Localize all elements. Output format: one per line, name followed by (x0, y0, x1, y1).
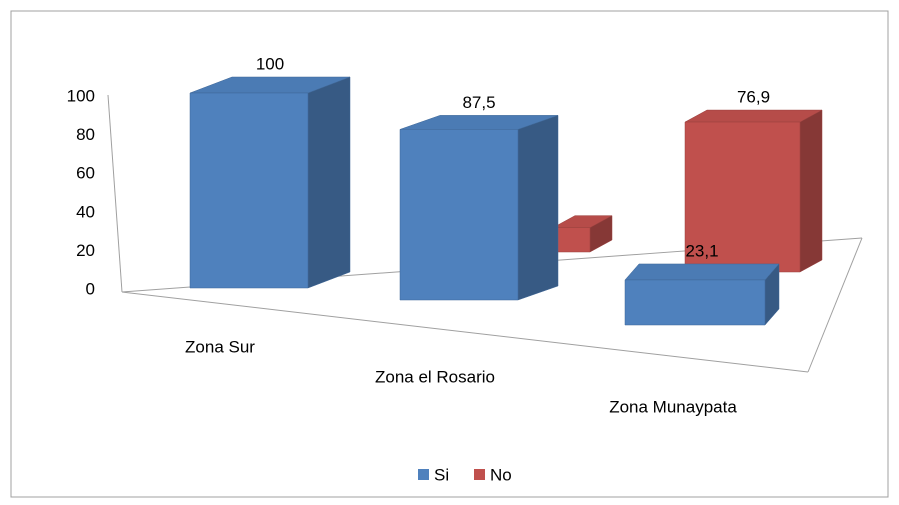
bar (624, 263, 780, 326)
bar (399, 115, 559, 301)
legend-label: No (490, 465, 512, 484)
bar-side (517, 115, 559, 301)
bar-front (189, 92, 309, 289)
x-tick-label: Zona el Rosario (375, 367, 495, 386)
bar (684, 109, 823, 273)
bar-top (684, 109, 823, 123)
legend-label: Si (434, 465, 449, 484)
y-tick-label: 20 (76, 241, 95, 260)
bar-side (307, 76, 351, 289)
data-label: 87,5 (462, 93, 495, 112)
bar-side (799, 109, 823, 273)
y-tick-label: 0 (86, 279, 95, 298)
wall-edge (107, 94, 123, 293)
floor-front-edge (121, 291, 809, 373)
x-tick-label: Zona Sur (185, 337, 255, 356)
bar-front (624, 279, 766, 326)
data-label: 100 (256, 54, 284, 73)
x-tick-label: Zona Munaypata (609, 397, 737, 416)
floor-right-edge (807, 237, 863, 373)
legend-swatch (418, 469, 429, 480)
y-tick-label: 80 (76, 125, 95, 144)
data-label: 23,1 (685, 241, 718, 260)
bar-front (552, 227, 591, 253)
y-tick-label: 60 (76, 164, 95, 183)
bar-top (624, 263, 780, 281)
bar (552, 215, 613, 253)
bar-front (399, 129, 519, 301)
y-tick-label: 40 (76, 202, 95, 221)
bar (189, 76, 351, 289)
y-tick-label: 100 (67, 86, 95, 105)
legend-swatch (474, 469, 485, 480)
data-label: 76,9 (737, 88, 770, 107)
